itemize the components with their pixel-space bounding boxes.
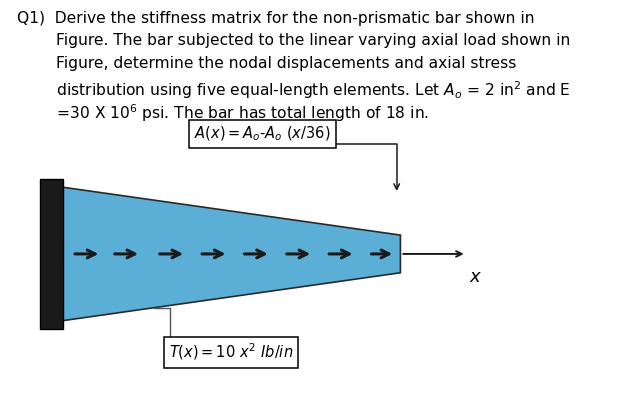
Text: =30 X 10$^6$ psi. The bar has total length of 18 in.: =30 X 10$^6$ psi. The bar has total leng… [17, 102, 429, 124]
Text: x: x [469, 268, 480, 286]
Text: $T(x) = 10\ x^2\ Ib/in$: $T(x) = 10\ x^2\ Ib/in$ [169, 342, 293, 362]
Text: Figure, determine the nodal displacements and axial stress: Figure, determine the nodal displacement… [17, 56, 516, 71]
Text: Figure. The bar subjected to the linear varying axial load shown in: Figure. The bar subjected to the linear … [17, 33, 570, 48]
Text: $A(x) = A_o$-$A_o\ (x/36)$: $A(x) = A_o$-$A_o\ (x/36)$ [194, 125, 331, 143]
Text: distribution using five equal-length elements. Let $A_o$ = 2 in$^2$ and E: distribution using five equal-length ele… [17, 79, 570, 101]
Text: Q1)  Derive the stiffness matrix for the non-prismatic bar shown in: Q1) Derive the stiffness matrix for the … [17, 11, 534, 26]
Bar [40, 179, 63, 329]
Polygon shape [63, 187, 400, 321]
